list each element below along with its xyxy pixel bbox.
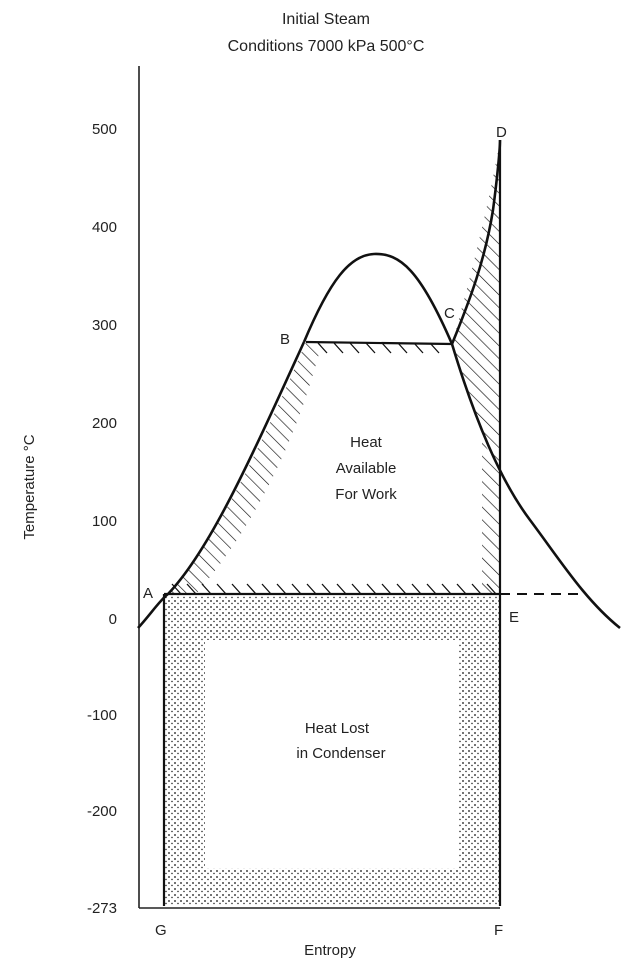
lost-label-line-2: in Condenser: [296, 745, 385, 762]
lost-label-line-1: Heat Lost: [305, 720, 370, 737]
y-tick-label: -200: [87, 803, 117, 820]
hatch-ticks-ae: [171, 583, 497, 595]
hatch-liquid-region: [168, 342, 322, 594]
work-label-line-2: Available: [336, 460, 397, 477]
y-tick-label: -100: [87, 707, 117, 724]
point-label-d: D: [496, 124, 507, 141]
hatch-tick: [333, 342, 344, 354]
point-label-g: G: [155, 922, 167, 939]
y-axis-label: Temperature °C: [21, 434, 38, 539]
hatch-tick: [317, 342, 328, 354]
point-label-c: C: [444, 305, 455, 322]
y-tick-label: 500: [92, 121, 117, 138]
hatch-tick: [426, 583, 437, 595]
hatch-tick: [456, 583, 467, 595]
hatch-tick: [186, 583, 197, 595]
hatch-right-strip: [482, 440, 500, 594]
hatch-tick: [246, 583, 257, 595]
saturated-vapor-curve: [450, 343, 621, 630]
hatch-tick: [291, 583, 302, 595]
hatch-tick: [365, 342, 376, 354]
hatch-tick: [381, 342, 392, 354]
hatch-tick: [396, 583, 407, 595]
hatch-tick: [231, 583, 242, 595]
hatch-tick: [171, 583, 182, 595]
hatch-ticks-bc: [317, 342, 440, 354]
y-tick-label: 100: [92, 513, 117, 530]
hatch-superheat-region: [452, 140, 500, 470]
hatch-tick: [413, 342, 424, 354]
y-tick-label: 200: [92, 415, 117, 432]
point-label-a: A: [143, 585, 153, 602]
title-line-1: Initial Steam: [282, 11, 370, 28]
hatch-tick: [381, 583, 392, 595]
hatch-tick: [336, 583, 347, 595]
work-label-line-3: For Work: [335, 486, 397, 503]
point-label-f: F: [494, 922, 503, 939]
hatch-tick: [486, 583, 497, 595]
saturated-liquid-curve: [137, 341, 306, 629]
saturation-dome-top: [302, 252, 454, 345]
hatch-tick: [471, 583, 482, 595]
hatch-tick: [276, 583, 287, 595]
hatch-tick: [349, 342, 360, 354]
hatch-tick: [216, 583, 227, 595]
hatch-tick: [261, 583, 272, 595]
point-label-b: B: [280, 331, 290, 348]
work-label-line-1: Heat: [350, 434, 383, 451]
title-line-2: Conditions 7000 kPa 500°C: [228, 38, 425, 55]
hatch-tick: [366, 583, 377, 595]
point-label-e: E: [509, 609, 519, 626]
x-axis-label: Entropy: [304, 942, 356, 959]
hatch-tick: [321, 583, 332, 595]
hatch-tick: [306, 583, 317, 595]
y-tick-label: 300: [92, 317, 117, 334]
hatch-tick: [397, 342, 408, 354]
y-tick-label: 400: [92, 219, 117, 236]
hatch-tick: [441, 583, 452, 595]
hatch-tick: [411, 583, 422, 595]
y-tick-label: -273: [87, 900, 117, 917]
hatch-tick: [351, 583, 362, 595]
hatch-tick: [201, 583, 212, 595]
evaporation-line-bc: [305, 340, 453, 346]
y-tick-label: 0: [109, 611, 117, 628]
